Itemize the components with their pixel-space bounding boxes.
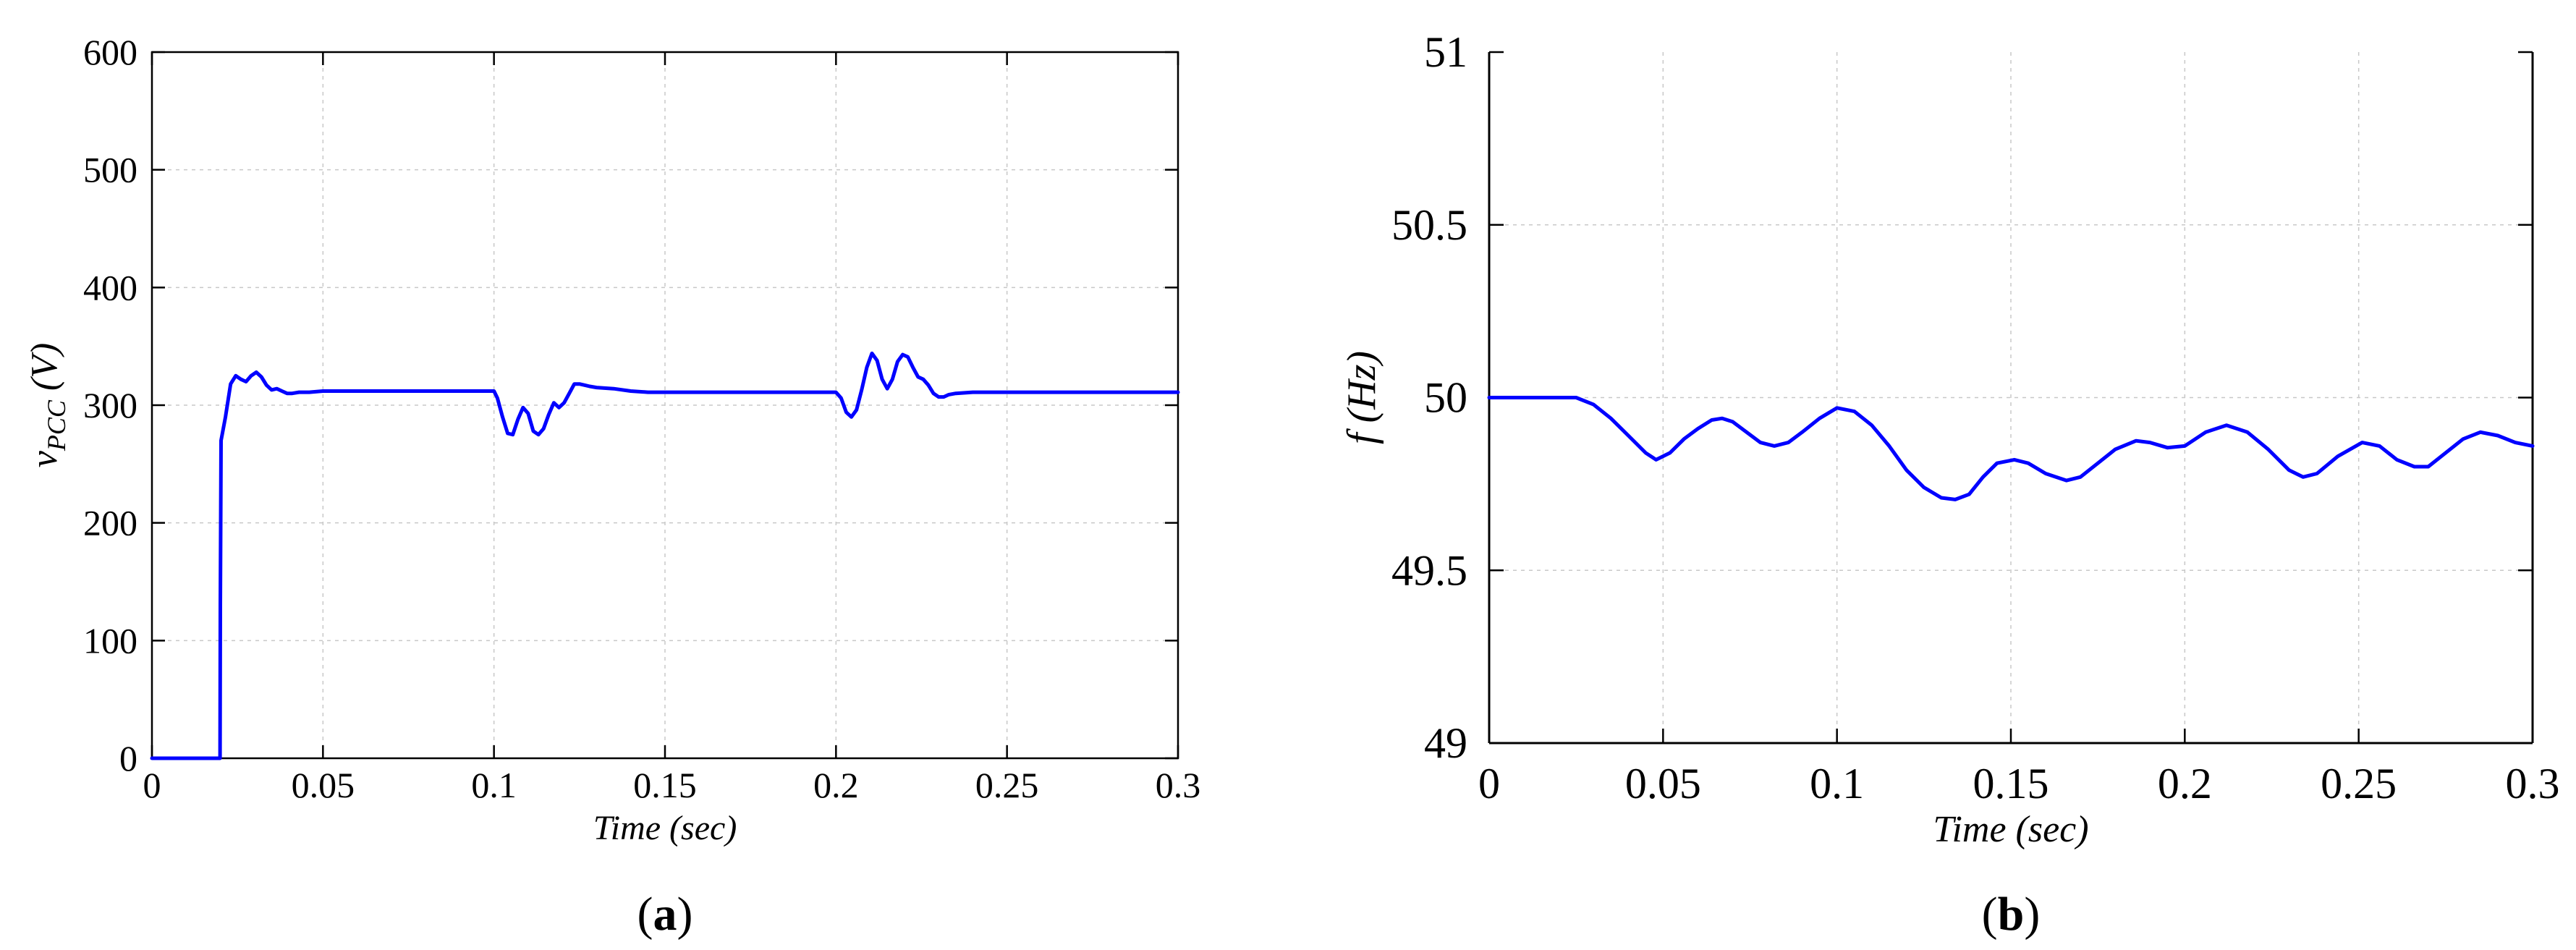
y-tick-label-b: 49 — [1424, 719, 1467, 767]
y-axis-label-a: vPCC (V) — [24, 343, 71, 468]
x-tick-label-a: 0.3 — [1156, 765, 1201, 805]
x-tick-labels-a: 0 0.05 0.1 0.15 0.2 0.25 0.3 — [143, 765, 1201, 805]
y-tick-label-a: 600 — [83, 32, 137, 72]
x-tick-label-b: 0.3 — [2506, 760, 2560, 807]
x-axis-label-b: Time (sec) — [1933, 809, 2088, 850]
y-tick-label-a: 100 — [83, 620, 137, 661]
x-tick-label-b: 0.2 — [2158, 760, 2212, 807]
x-tick-label-b: 0.05 — [1625, 760, 1701, 807]
x-tick-label-a: 0.2 — [813, 765, 859, 805]
y-tick-label-b: 50 — [1424, 374, 1467, 422]
caption-open-b: ( — [1982, 888, 1998, 941]
ticks-a — [151, 51, 1179, 760]
caption-b: (b) — [1982, 888, 2041, 941]
grid-b — [1489, 52, 2533, 743]
y-tick-label-b: 50.5 — [1391, 201, 1467, 249]
y-tick-label-b: 49.5 — [1391, 546, 1467, 594]
caption-close-a: ) — [677, 888, 693, 941]
x-tick-label-a: 0.15 — [633, 765, 697, 805]
ticks-b — [1488, 51, 2534, 745]
x-tick-label-a: 0 — [143, 765, 161, 805]
y-axis-label-main-a: v — [24, 450, 65, 467]
x-tick-label-b: 0.25 — [2321, 760, 2397, 807]
caption-a: (a) — [637, 888, 693, 941]
y-tick-label-a: 500 — [83, 150, 137, 190]
y-axis-label-unit-a: (V) — [24, 343, 65, 400]
caption-letter-a: a — [653, 888, 677, 941]
y-tick-label-a: 300 — [83, 385, 137, 425]
y-tick-label-a: 200 — [83, 503, 137, 543]
y-tick-label-a: 400 — [83, 267, 137, 308]
x-tick-label-b: 0 — [1478, 760, 1500, 807]
x-tick-label-a: 0.1 — [471, 765, 517, 805]
x-tick-label-a: 0.25 — [975, 765, 1039, 805]
x-tick-label-b: 0.15 — [1973, 760, 2049, 807]
x-tick-label-b: 0.1 — [1810, 760, 1864, 807]
series-line-a — [150, 351, 1180, 760]
y-tick-label-b: 51 — [1424, 28, 1467, 76]
grid-a — [152, 52, 1178, 758]
x-tick-label-a: 0.05 — [292, 765, 355, 805]
caption-letter-b: b — [1998, 888, 2025, 941]
y-axis-label-sub-a: PCC — [42, 399, 71, 451]
y-tick-label-a: 0 — [119, 738, 137, 779]
chart-a: 0 0.05 0.1 0.15 0.2 0.25 0.3 0 100 200 300 400 500 6… — [24, 32, 1200, 941]
y-axis-label-b: f (Hz) — [1339, 351, 1384, 444]
series-line-b — [1487, 396, 2535, 501]
caption-open-a: ( — [637, 888, 653, 941]
caption-close-b: ) — [2024, 888, 2040, 941]
x-axis-label-a: Time (sec) — [593, 809, 737, 847]
y-tick-labels-b: 49 49.5 50 50.5 51 — [1391, 28, 1467, 767]
chart-b: 0 0.05 0.1 0.15 0.2 0.25 0.3 49 49.5 50 50.5 51 Ti… — [1339, 28, 2560, 941]
y-tick-labels-a: 0 100 200 300 400 500 600 — [83, 32, 137, 779]
x-tick-labels-b: 0 0.05 0.1 0.15 0.2 0.25 0.3 — [1478, 760, 2560, 807]
